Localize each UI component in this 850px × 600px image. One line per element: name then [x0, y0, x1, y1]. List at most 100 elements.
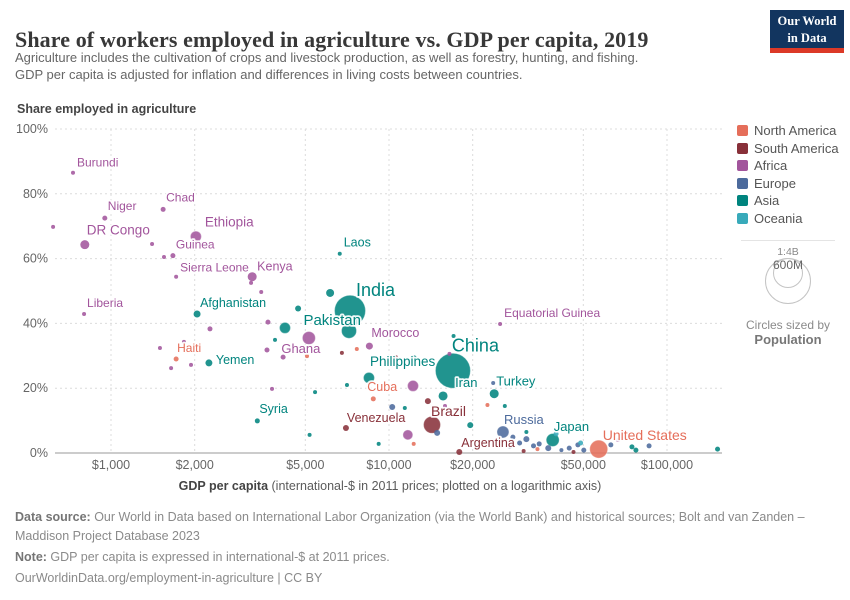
- data-point-unlabeled[interactable]: [507, 444, 512, 449]
- data-point-unlabeled[interactable]: [259, 289, 264, 294]
- data-point-unlabeled[interactable]: [531, 443, 537, 449]
- data-point-burundi[interactable]: [71, 170, 76, 175]
- data-point-unlabeled[interactable]: [521, 449, 526, 454]
- data-point-brazil[interactable]: [423, 415, 442, 434]
- data-point-unlabeled[interactable]: [502, 404, 507, 409]
- data-point-unlabeled[interactable]: [467, 422, 474, 429]
- data-point-ethiopia[interactable]: [189, 230, 202, 243]
- data-point-unlabeled[interactable]: [411, 441, 416, 446]
- data-point-unlabeled[interactable]: [616, 438, 621, 443]
- data-point-unlabeled[interactable]: [307, 432, 312, 437]
- data-point-unlabeled[interactable]: [249, 280, 254, 285]
- data-point-unlabeled[interactable]: [295, 305, 302, 312]
- data-point-morocco[interactable]: [365, 342, 373, 350]
- data-point-unlabeled[interactable]: [633, 447, 639, 453]
- data-point-unlabeled[interactable]: [566, 445, 572, 451]
- data-point-equatorial-guinea[interactable]: [498, 322, 503, 327]
- data-point-unlabeled[interactable]: [393, 355, 398, 360]
- data-point-unlabeled[interactable]: [169, 366, 174, 371]
- data-point-philippines[interactable]: [362, 371, 375, 384]
- data-point-unlabeled[interactable]: [571, 450, 576, 455]
- data-point-unlabeled[interactable]: [265, 319, 271, 325]
- data-point-turkey[interactable]: [489, 389, 499, 399]
- data-point-unlabeled[interactable]: [339, 350, 344, 355]
- data-point-chad[interactable]: [160, 206, 166, 212]
- owid-logo[interactable]: Our World in Data: [770, 10, 844, 53]
- data-point-unlabeled[interactable]: [150, 242, 155, 247]
- data-point-unlabeled[interactable]: [410, 355, 417, 362]
- data-point-unlabeled[interactable]: [434, 429, 441, 436]
- data-point-argentina[interactable]: [456, 449, 463, 456]
- data-point-unlabeled[interactable]: [161, 254, 166, 259]
- data-point-unlabeled[interactable]: [545, 445, 552, 452]
- data-point-unlabeled[interactable]: [510, 434, 516, 440]
- data-point-unlabeled[interactable]: [354, 346, 359, 351]
- data-point-yemen[interactable]: [205, 359, 213, 367]
- data-point-unlabeled[interactable]: [157, 346, 162, 351]
- data-point-unlabeled[interactable]: [207, 326, 213, 332]
- legend-item-north_america[interactable]: North America: [737, 122, 849, 140]
- data-point-unlabeled[interactable]: [578, 440, 584, 446]
- data-point-iran[interactable]: [438, 391, 448, 401]
- data-point-unlabeled[interactable]: [442, 404, 447, 409]
- data-point-unlabeled[interactable]: [189, 362, 194, 367]
- data-point-liberia[interactable]: [82, 312, 87, 317]
- data-point-unlabeled[interactable]: [270, 386, 275, 391]
- data-point-unlabeled[interactable]: [407, 379, 420, 392]
- data-point-unlabeled[interactable]: [344, 382, 349, 387]
- data-point-unlabeled[interactable]: [389, 403, 396, 410]
- data-point-unlabeled[interactable]: [51, 224, 56, 229]
- footer-url[interactable]: OurWorldinData.org/employment-in-agricul…: [15, 571, 323, 585]
- data-point-unlabeled[interactable]: [181, 339, 186, 344]
- data-point-unlabeled[interactable]: [402, 405, 407, 410]
- data-point-kenya[interactable]: [247, 272, 257, 282]
- data-point-laos[interactable]: [337, 251, 342, 256]
- data-point-unlabeled[interactable]: [424, 398, 431, 405]
- data-point-unlabeled[interactable]: [278, 321, 291, 334]
- data-point-sierra-leone[interactable]: [174, 274, 179, 279]
- legend-item-asia[interactable]: Asia: [737, 192, 849, 210]
- data-point-cuba[interactable]: [370, 396, 376, 402]
- data-point-unlabeled[interactable]: [451, 334, 456, 339]
- data-point-japan[interactable]: [545, 433, 560, 448]
- data-point-unlabeled[interactable]: [485, 403, 490, 408]
- data-point-unlabeled[interactable]: [581, 447, 587, 453]
- data-point-unlabeled[interactable]: [536, 441, 542, 447]
- data-point-unlabeled[interactable]: [523, 436, 530, 443]
- scatter-plot[interactable]: 0% 20% 40% 60% 80% 100% $1,000 $2,000 $5,000 $10,…: [0, 0, 850, 505]
- data-point-haiti[interactable]: [173, 356, 179, 362]
- data-point-unlabeled[interactable]: [273, 337, 278, 342]
- legend-item-oceania[interactable]: Oceania: [737, 210, 849, 228]
- data-point-guinea[interactable]: [170, 253, 176, 259]
- data-point-unlabeled[interactable]: [524, 429, 529, 434]
- data-point-unlabeled[interactable]: [304, 354, 309, 359]
- data-point-unlabeled[interactable]: [402, 429, 414, 441]
- data-point-dr-congo[interactable]: [80, 240, 90, 250]
- legend-item-africa[interactable]: Africa: [737, 157, 849, 175]
- data-point-russia[interactable]: [496, 425, 510, 439]
- legend-item-europe[interactable]: Europe: [737, 175, 849, 193]
- data-point-unlabeled[interactable]: [553, 431, 559, 437]
- data-point-unlabeled[interactable]: [313, 390, 318, 395]
- legend-item-south_america[interactable]: South America: [737, 140, 849, 158]
- data-point-venezuela[interactable]: [342, 425, 349, 432]
- data-point-unlabeled[interactable]: [447, 351, 452, 356]
- data-point-syria[interactable]: [254, 418, 260, 424]
- data-point-unlabeled[interactable]: [535, 447, 540, 452]
- data-point-ghana[interactable]: [301, 330, 316, 345]
- data-point-unlabeled[interactable]: [376, 441, 381, 446]
- data-point-pakistan[interactable]: [341, 322, 358, 339]
- data-point-unlabeled[interactable]: [280, 354, 286, 360]
- data-point-united-states[interactable]: [589, 439, 609, 459]
- data-point-unlabeled[interactable]: [517, 440, 523, 446]
- data-point-unlabeled[interactable]: [629, 444, 635, 450]
- data-point-unlabeled[interactable]: [559, 448, 564, 453]
- data-point-unlabeled[interactable]: [491, 381, 496, 386]
- data-point-unlabeled[interactable]: [608, 442, 614, 448]
- data-point-afghanistan[interactable]: [193, 310, 201, 318]
- data-point-niger[interactable]: [102, 215, 108, 221]
- data-point-china[interactable]: [434, 352, 471, 389]
- data-point-unlabeled[interactable]: [264, 347, 270, 353]
- data-point-unlabeled[interactable]: [326, 288, 335, 297]
- data-point-unlabeled[interactable]: [646, 443, 652, 449]
